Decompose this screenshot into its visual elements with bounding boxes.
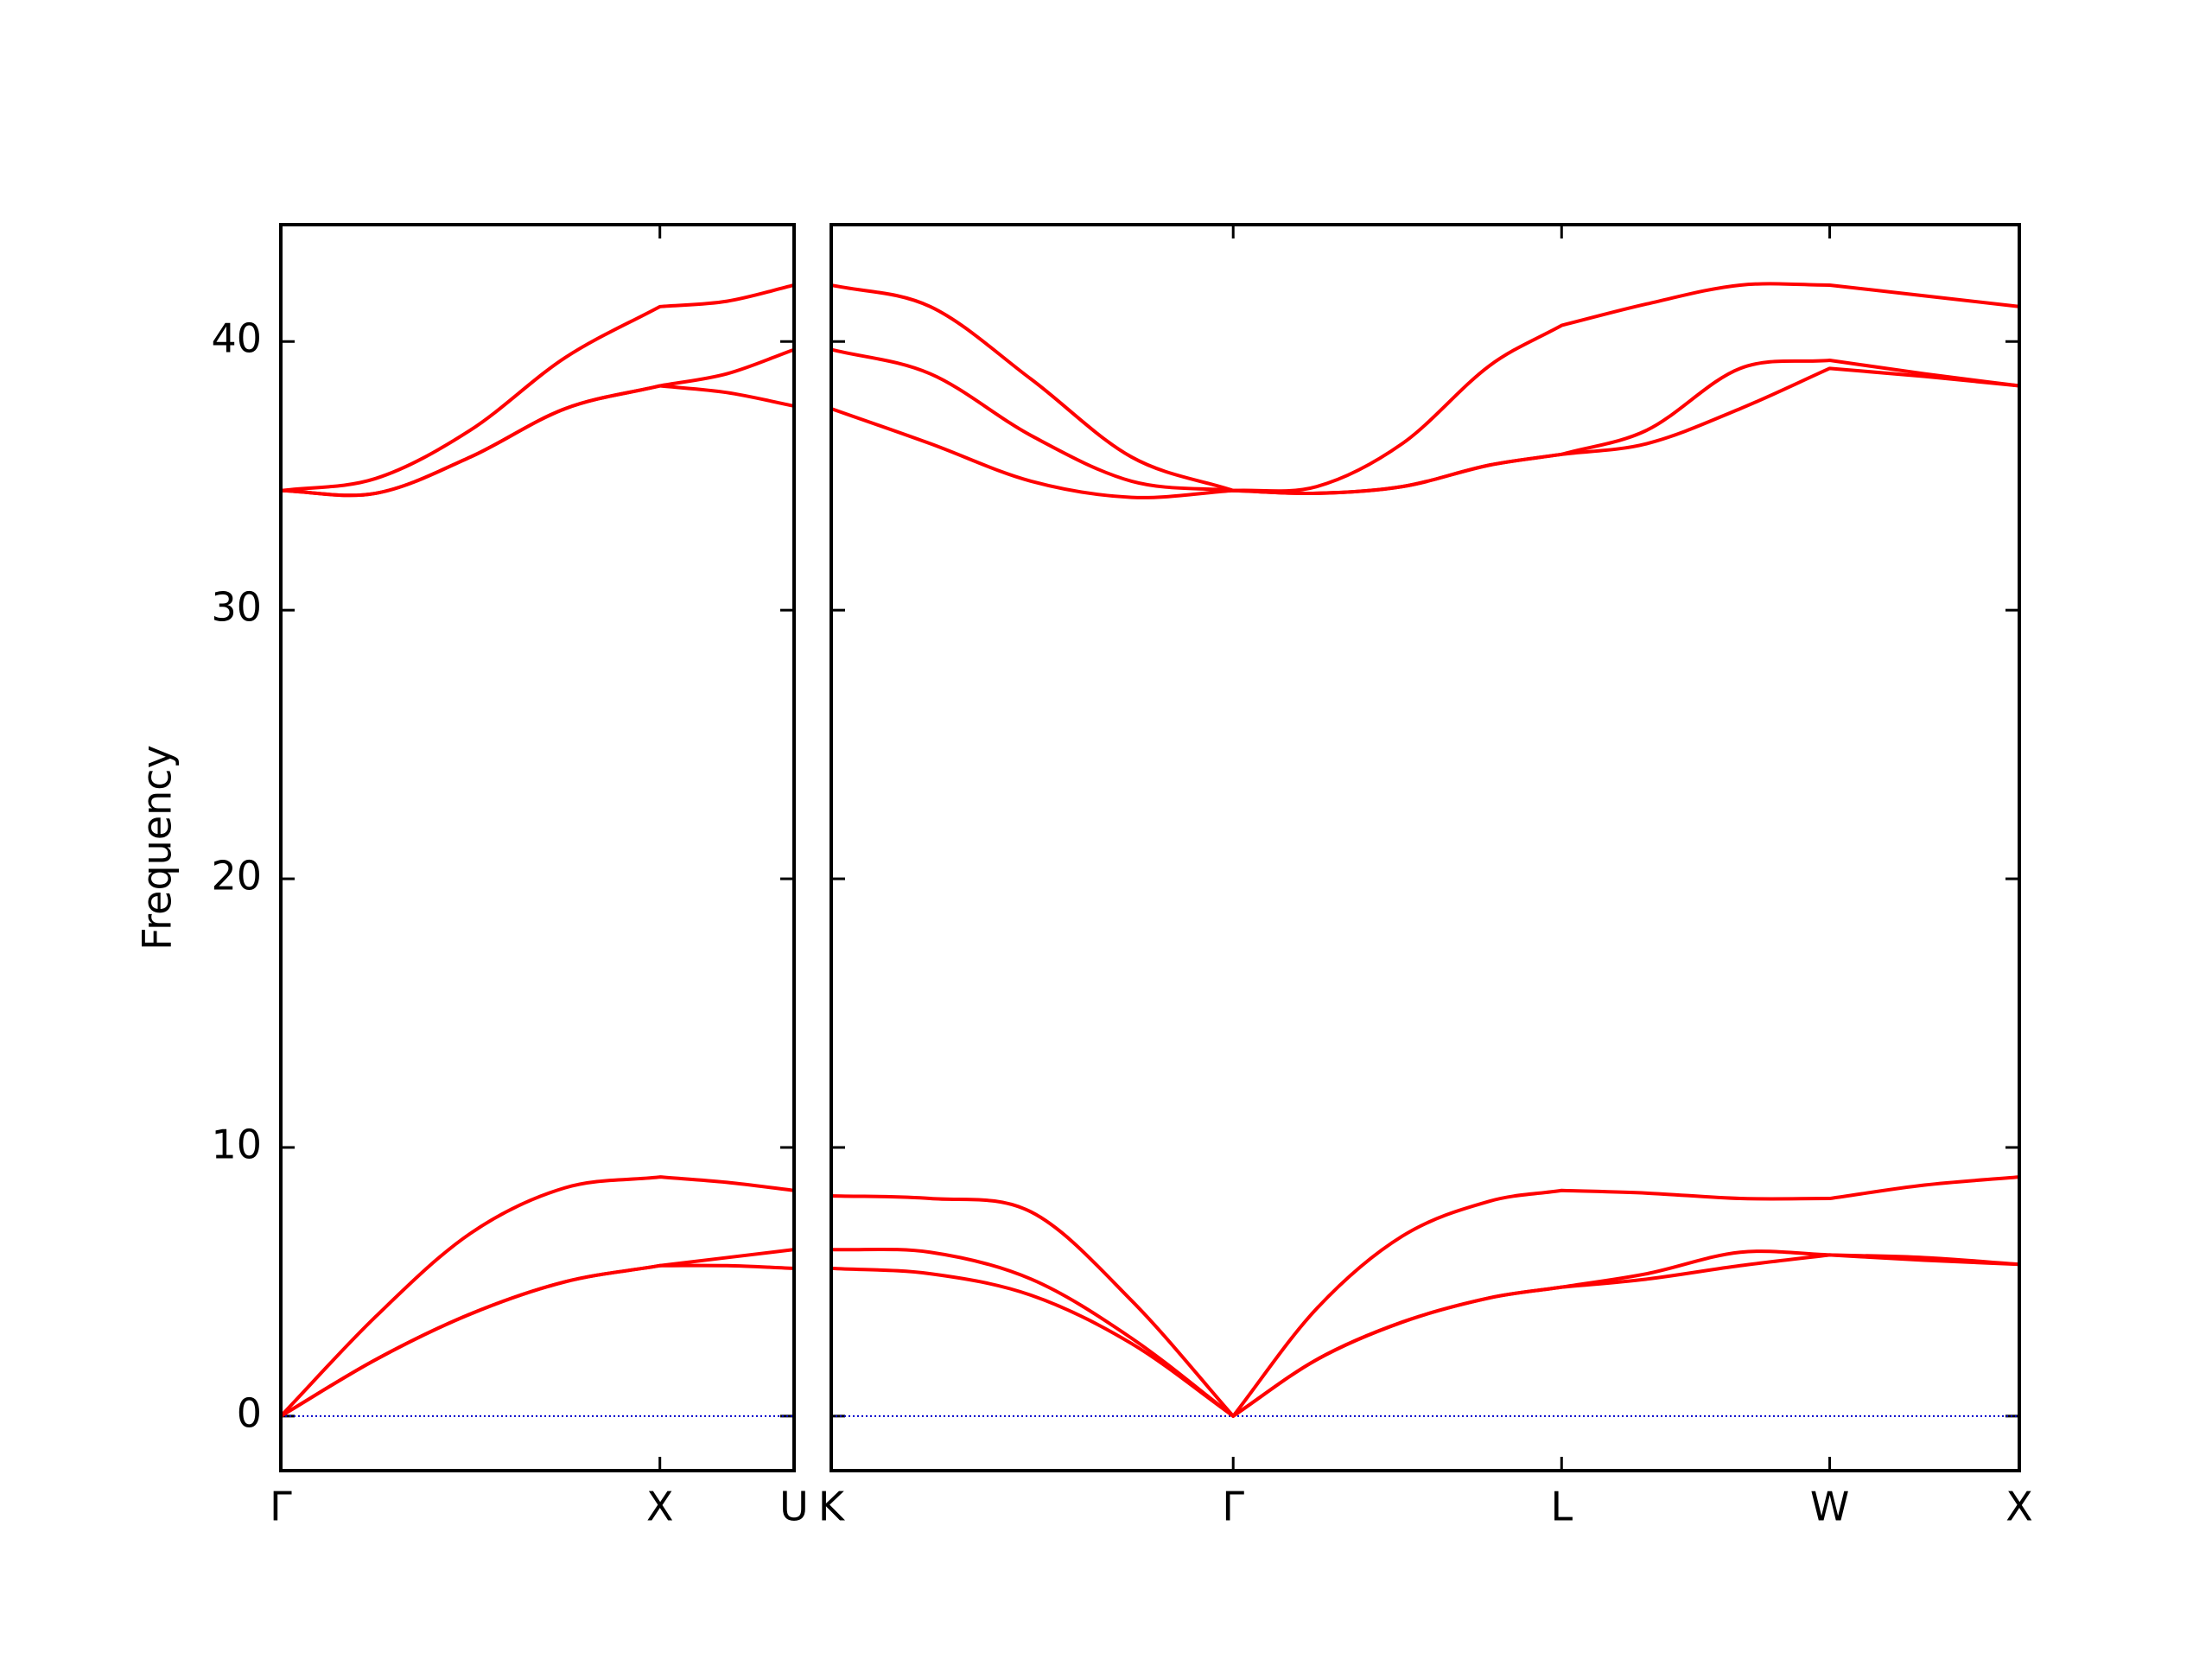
x-tick-label: U (779, 1484, 809, 1530)
y-tick-label: 20 (211, 853, 262, 899)
x-tick-label: W (1810, 1484, 1849, 1530)
band-line (830, 1175, 2020, 1418)
x-tick-label: Γ (270, 1484, 292, 1530)
axes-frame (279, 223, 796, 1472)
x-tick-label: K (818, 1484, 846, 1530)
y-tick-label: 0 (237, 1389, 262, 1436)
band-line (280, 283, 795, 493)
x-tick-label: L (1550, 1484, 1573, 1530)
band-line (279, 1263, 795, 1418)
x-tick-label: X (2005, 1484, 2033, 1530)
band-line (830, 282, 2020, 493)
x-tick-label: Γ (1222, 1484, 1244, 1530)
axes-frame (830, 223, 2021, 1472)
y-axis-label: Frequency (134, 745, 181, 950)
band-line (280, 384, 795, 498)
band-line (279, 1175, 795, 1418)
x-tick-label: X (646, 1484, 674, 1530)
y-tick-label: 10 (211, 1121, 262, 1167)
band-line (830, 1253, 2020, 1418)
y-tick-label: 30 (211, 584, 262, 631)
y-tick-label: 40 (211, 315, 262, 362)
band-line (830, 366, 2020, 499)
